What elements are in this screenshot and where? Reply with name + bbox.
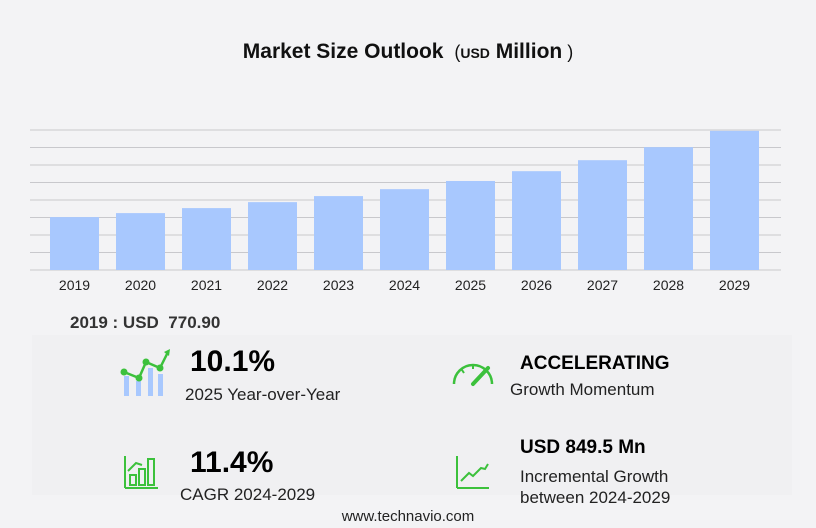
paren-close: ) (562, 42, 574, 62)
incremental-period: between 2024-2029 (520, 488, 671, 507)
x-tick-label: 2019 (59, 277, 90, 293)
bar-2028 (644, 147, 693, 270)
yoy-value: 10.1% (190, 345, 276, 378)
chart-trend-icon (120, 349, 170, 396)
x-tick-label: 2025 (455, 277, 486, 293)
yoy-label: 2025 Year-over-Year (185, 385, 341, 404)
bar-2023 (314, 196, 363, 270)
bar-2029 (710, 130, 759, 270)
title-unit: Million (495, 40, 563, 63)
title-unit-prefix: USD (460, 45, 490, 61)
line-growth-icon (456, 456, 489, 489)
bar-2019 (50, 217, 99, 270)
base-year-value: 2019 : USD 770.90 (70, 313, 220, 333)
bar-chart: 2019 2020 2021 2022 2023 2024 2025 2026 2027 2028… (30, 129, 781, 293)
paren-open: ( (449, 42, 461, 62)
footer-url: www.technavio.com (341, 508, 475, 525)
bar-2020 (116, 213, 165, 270)
x-tick-label: 2021 (191, 277, 222, 293)
base-year-label: 2019 : USD (70, 313, 159, 332)
x-tick-label: 2024 (389, 277, 420, 293)
chart-title: Market Size Outlook (USD Million ) (0, 40, 816, 64)
x-tick-label: 2023 (323, 277, 354, 293)
cagr-value: 11.4% (190, 446, 274, 479)
title-text: Market Size Outlook (242, 40, 444, 63)
incremental-value: USD 849.5 Mn (520, 437, 646, 458)
bar-2024 (380, 189, 429, 270)
x-tick-label: 2020 (125, 277, 156, 293)
momentum-value: ACCELERATING (520, 353, 670, 374)
stats-panel (32, 335, 792, 495)
bar-2022 (248, 202, 297, 270)
speedometer-icon (452, 363, 494, 386)
cagr-label: CAGR 2024-2029 (180, 485, 316, 504)
x-tick-label: 2022 (257, 277, 288, 293)
x-tick-label: 2026 (521, 277, 552, 293)
bar-2026 (512, 171, 561, 270)
momentum-label: Growth Momentum (510, 380, 655, 399)
bar-growth-icon (124, 456, 158, 489)
incremental-label: Incremental Growth (520, 467, 669, 486)
x-tick-label: 2029 (719, 277, 750, 293)
bar-2025 (446, 180, 495, 270)
bar-2021 (182, 208, 231, 270)
bar-2027 (578, 160, 627, 270)
x-tick-label: 2028 (653, 277, 684, 293)
base-year-number: 770.90 (168, 313, 221, 332)
x-tick-label: 2027 (587, 277, 618, 293)
